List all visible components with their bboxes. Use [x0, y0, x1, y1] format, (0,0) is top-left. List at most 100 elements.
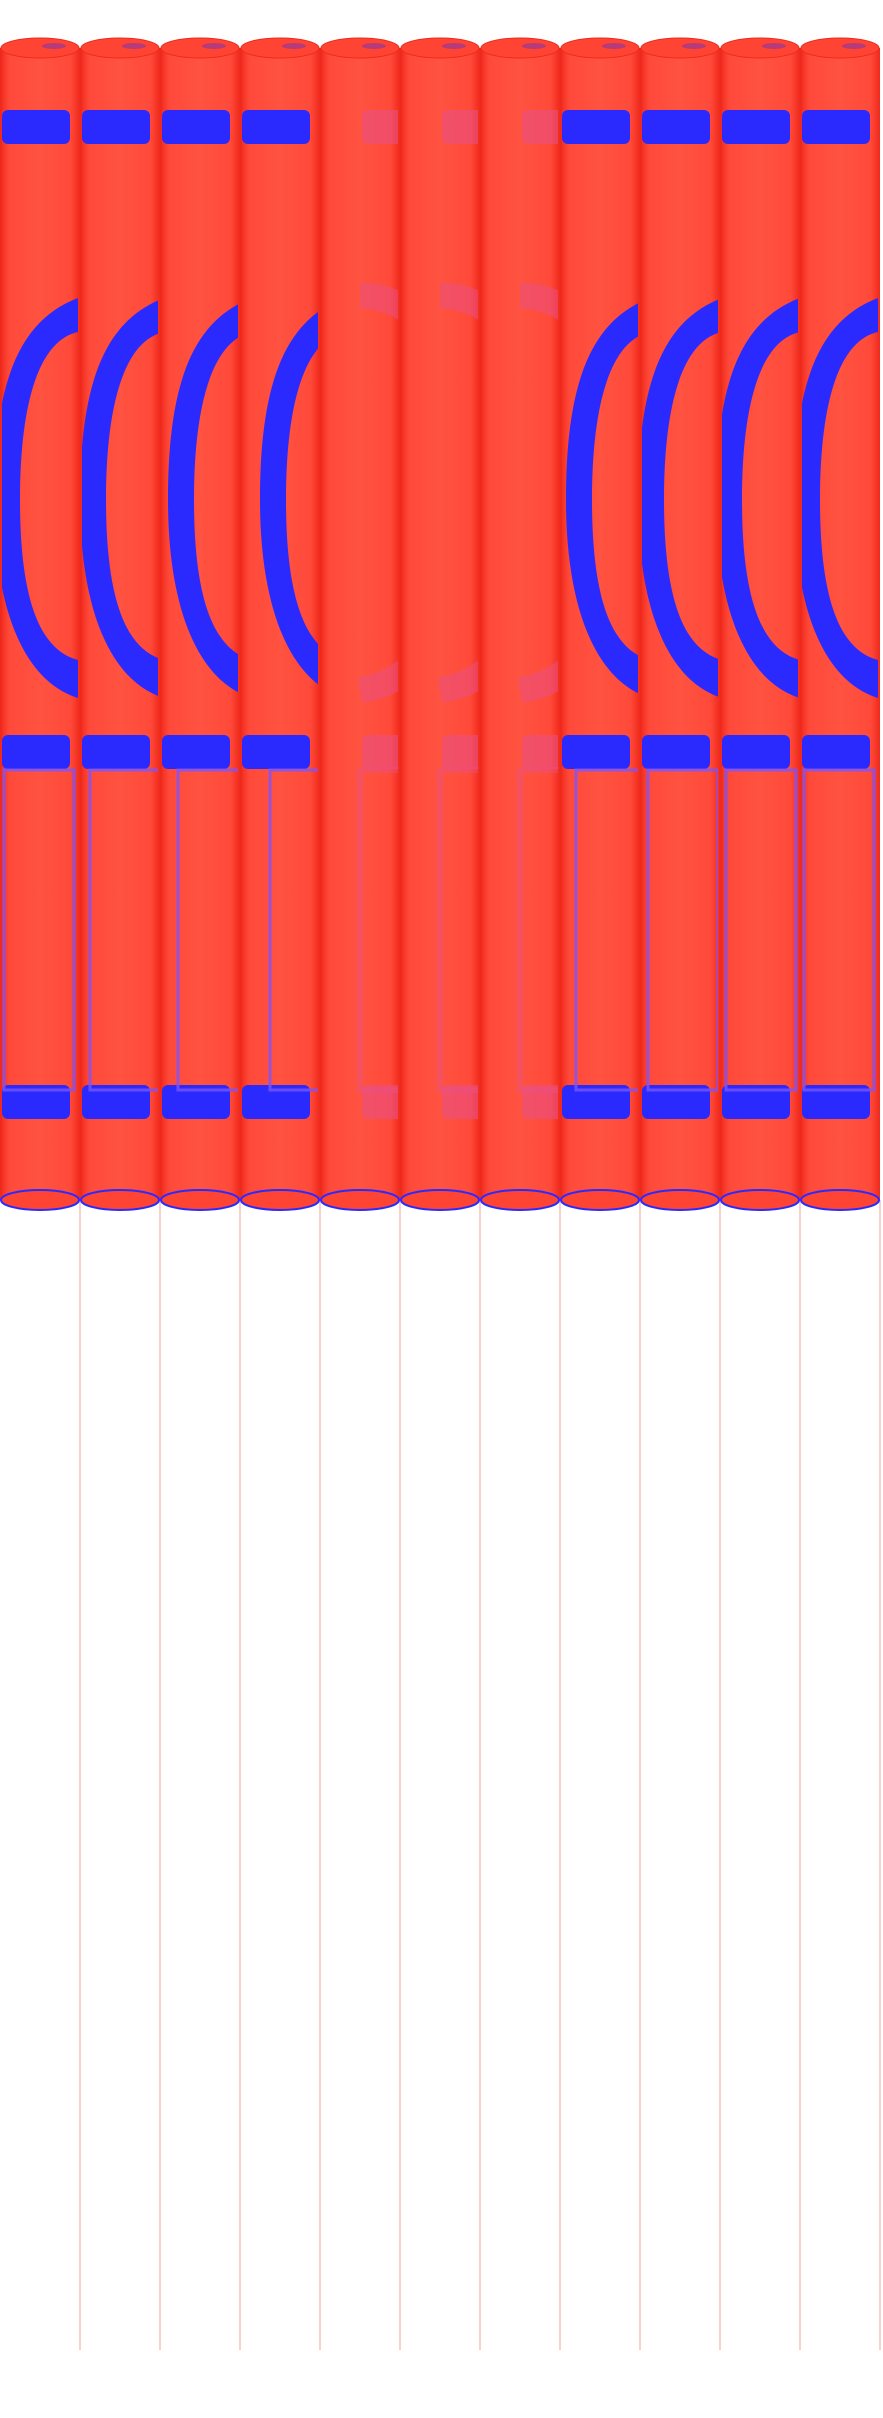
cylinder-top-cap — [640, 37, 720, 59]
texture-rect-outline — [2, 768, 76, 1092]
cylinder — [800, 37, 880, 1211]
texture-band — [242, 1085, 310, 1119]
texture-rect-outline — [437, 767, 478, 1093]
texture-band — [442, 110, 478, 144]
texture-rect-outline — [517, 767, 558, 1093]
texture-band — [362, 110, 398, 144]
cylinder — [160, 37, 240, 1211]
texture-band — [562, 110, 630, 144]
texture-band — [162, 1085, 230, 1119]
texture-band — [722, 110, 790, 144]
cap-texture — [42, 43, 66, 49]
cap-texture — [842, 43, 866, 49]
texture-band — [242, 110, 310, 144]
cylinder-bottom-cap — [560, 1189, 640, 1211]
texture-band — [82, 1085, 150, 1119]
cylinder-top-cap — [80, 37, 160, 59]
texture-band — [362, 735, 398, 769]
texture-band — [642, 735, 710, 769]
cylinder-bottom-cap — [480, 1189, 560, 1211]
cylinder-texture — [437, 110, 478, 1119]
texture-letter-o — [722, 298, 798, 698]
texture-band — [2, 1085, 70, 1119]
cylinder-bottom-cap — [400, 1189, 480, 1211]
texture-band — [362, 1085, 398, 1119]
cylinder-row — [0, 37, 880, 1211]
texture-band — [722, 1085, 790, 1119]
cylinder-bottom-cap — [720, 1189, 800, 1211]
texture-band — [442, 1085, 478, 1119]
texture-band — [522, 735, 558, 769]
texture-letter-o — [260, 312, 318, 685]
texture-band — [722, 735, 790, 769]
texture-band — [562, 1085, 630, 1119]
divider-lines — [79, 1200, 881, 2350]
cylinder-top-cap — [240, 37, 320, 59]
cap-texture — [442, 43, 466, 49]
texture-letter-o — [642, 299, 718, 697]
cylinder-texture — [162, 110, 238, 1119]
texture-band — [82, 110, 150, 144]
cylinder — [720, 37, 800, 1211]
cylinder — [640, 37, 720, 1211]
cylinder-texture — [242, 110, 318, 1119]
cylinder-body — [400, 48, 480, 1200]
cylinder-top-cap — [560, 37, 640, 59]
cylinder-texture — [82, 110, 158, 1119]
cylinder-texture — [2, 110, 78, 1119]
texture-band — [162, 735, 230, 769]
texture-rect-outline — [574, 768, 638, 1092]
cylinder — [0, 37, 80, 1211]
cylinder-top-cap — [320, 37, 400, 59]
texture-rect-outline — [176, 768, 238, 1092]
cap-texture — [522, 43, 546, 49]
texture-letter-o — [566, 303, 638, 694]
cylinder-top-cap — [0, 37, 80, 59]
cylinder-bottom-cap — [80, 1189, 160, 1211]
cylinder-bottom-cap — [640, 1189, 720, 1211]
cylinder-texture — [722, 110, 798, 1119]
texture-band — [562, 735, 630, 769]
cylinder — [480, 37, 560, 1211]
cylinder-texture — [562, 110, 638, 1119]
cylinder-body — [800, 48, 880, 1200]
texture-band — [82, 735, 150, 769]
cylinder-bottom-cap — [0, 1189, 80, 1211]
texture-band — [802, 735, 870, 769]
texture-rect-outline — [268, 768, 318, 1092]
texture-band — [522, 110, 558, 144]
cylinder-texture — [517, 110, 558, 1119]
cap-texture — [202, 43, 226, 49]
texture-band — [162, 110, 230, 144]
texture-rect-outline — [357, 767, 398, 1093]
texture-letter-o — [802, 298, 878, 698]
cylinder-texture — [802, 110, 878, 1119]
cap-texture — [762, 43, 786, 49]
cap-texture — [682, 43, 706, 49]
cylinder-body — [480, 48, 560, 1200]
cylinder — [320, 37, 400, 1211]
cylinder-top-cap — [720, 37, 800, 59]
cylinder-top-cap — [160, 37, 240, 59]
texture-band — [442, 735, 478, 769]
cylinder-bottom-cap — [320, 1189, 400, 1211]
cylinder — [240, 37, 320, 1211]
texture-rect-outline — [802, 768, 876, 1092]
cylinder — [560, 37, 640, 1211]
cylinder-texture — [642, 110, 718, 1119]
cap-texture — [602, 43, 626, 49]
cylinder — [400, 37, 480, 1211]
texture-band — [642, 110, 710, 144]
cap-texture — [122, 43, 146, 49]
cylinder-body — [320, 48, 400, 1200]
cylinder-top-cap — [800, 37, 880, 59]
texture-rect-outline — [724, 768, 798, 1092]
texture-band — [802, 110, 870, 144]
texture-letter-o — [168, 304, 238, 692]
cylinder-top-cap — [480, 37, 560, 59]
cylinder-texture — [357, 110, 398, 1119]
texture-band — [2, 110, 70, 144]
texture-band — [522, 1085, 558, 1119]
texture-rect-outline — [646, 768, 718, 1092]
